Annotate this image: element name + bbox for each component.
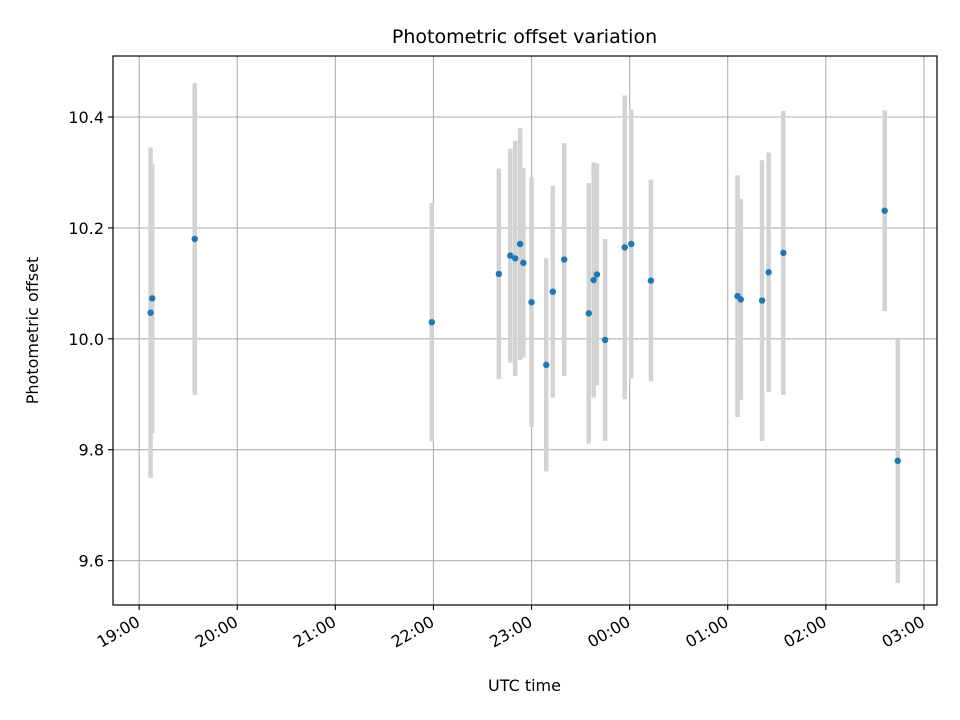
plot-frame	[112, 55, 938, 606]
data-point	[516, 240, 524, 248]
data-point	[894, 457, 901, 465]
x-tick-label: 23:00	[486, 612, 535, 652]
y-tick-label: 10.2	[68, 219, 104, 238]
x-axis-ticks: 19:00 20:00 21:00 22:00 23:00 00:00 01:00 02:00…	[94, 605, 928, 652]
y-tick-label: 10.0	[68, 330, 104, 349]
data-point	[543, 361, 550, 369]
data-point	[758, 297, 766, 304]
data-point	[511, 255, 519, 262]
x-tick-label: 02:00	[780, 612, 829, 652]
data-point	[561, 256, 568, 263]
y-axis-ticks: 9.6 9.8 10.0 10.2 10.4	[68, 108, 113, 571]
data-point	[737, 296, 745, 303]
y-tick-label: 9.8	[79, 441, 104, 460]
data-point	[621, 244, 628, 251]
x-tick-label: 21:00	[290, 612, 339, 652]
data-point	[585, 310, 592, 317]
y-axis-label: Photometric offset	[23, 257, 42, 405]
x-tick-label: 20:00	[192, 612, 241, 652]
x-tick-label: 03:00	[878, 612, 927, 652]
data-point	[647, 277, 655, 284]
data-point	[507, 252, 514, 259]
error-bars	[148, 83, 901, 583]
data-point	[601, 336, 609, 344]
x-axis-label: UTC time	[488, 676, 561, 695]
chart-title: Photometric offset variation	[392, 26, 657, 48]
data-point	[147, 309, 154, 316]
x-tick-label: 00:00	[584, 612, 633, 652]
data-point	[520, 259, 527, 267]
x-tick-label: 01:00	[682, 612, 731, 652]
y-tick-label: 9.6	[79, 552, 104, 571]
y-tick-label: 10.4	[68, 108, 104, 127]
data-point	[628, 240, 635, 248]
data-point	[549, 288, 556, 295]
data-point	[495, 270, 503, 278]
data-point	[191, 235, 198, 243]
x-tick-label: 19:00	[94, 612, 143, 652]
data-point	[881, 207, 888, 214]
data-point	[590, 276, 597, 284]
data-point	[593, 271, 601, 278]
data-point	[528, 299, 535, 306]
x-tick-label: 22:00	[388, 612, 437, 652]
data-points	[147, 207, 901, 465]
data-point	[765, 269, 772, 276]
data-point	[428, 318, 436, 326]
data-point	[149, 295, 156, 302]
data-point	[780, 249, 787, 257]
